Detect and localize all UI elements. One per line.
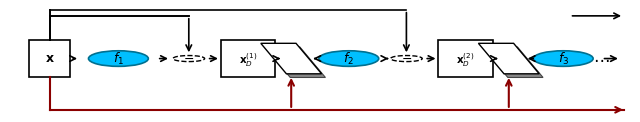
FancyBboxPatch shape [438, 40, 493, 77]
FancyBboxPatch shape [221, 40, 275, 77]
Text: $f_1$: $f_1$ [113, 51, 124, 67]
Text: $\cdots$: $\cdots$ [593, 50, 610, 68]
Text: $-$: $-$ [183, 52, 195, 65]
Ellipse shape [88, 51, 148, 66]
Circle shape [390, 56, 422, 62]
Text: $f_2$: $f_2$ [343, 51, 355, 67]
Polygon shape [483, 47, 543, 77]
Text: $\mathbf{x}_D^{(1)}$: $\mathbf{x}_D^{(1)}$ [239, 51, 257, 69]
Circle shape [173, 56, 205, 62]
FancyBboxPatch shape [29, 40, 70, 77]
Text: $\mathbf{x}_D^{(2)}$: $\mathbf{x}_D^{(2)}$ [456, 51, 475, 69]
Ellipse shape [319, 51, 379, 66]
Text: $f_3$: $f_3$ [557, 51, 569, 67]
Ellipse shape [533, 51, 593, 66]
Polygon shape [479, 43, 540, 74]
Text: $-$: $-$ [401, 52, 412, 65]
Polygon shape [261, 43, 322, 74]
Polygon shape [265, 47, 326, 77]
Text: $\mathbf{x}$: $\mathbf{x}$ [45, 52, 54, 65]
